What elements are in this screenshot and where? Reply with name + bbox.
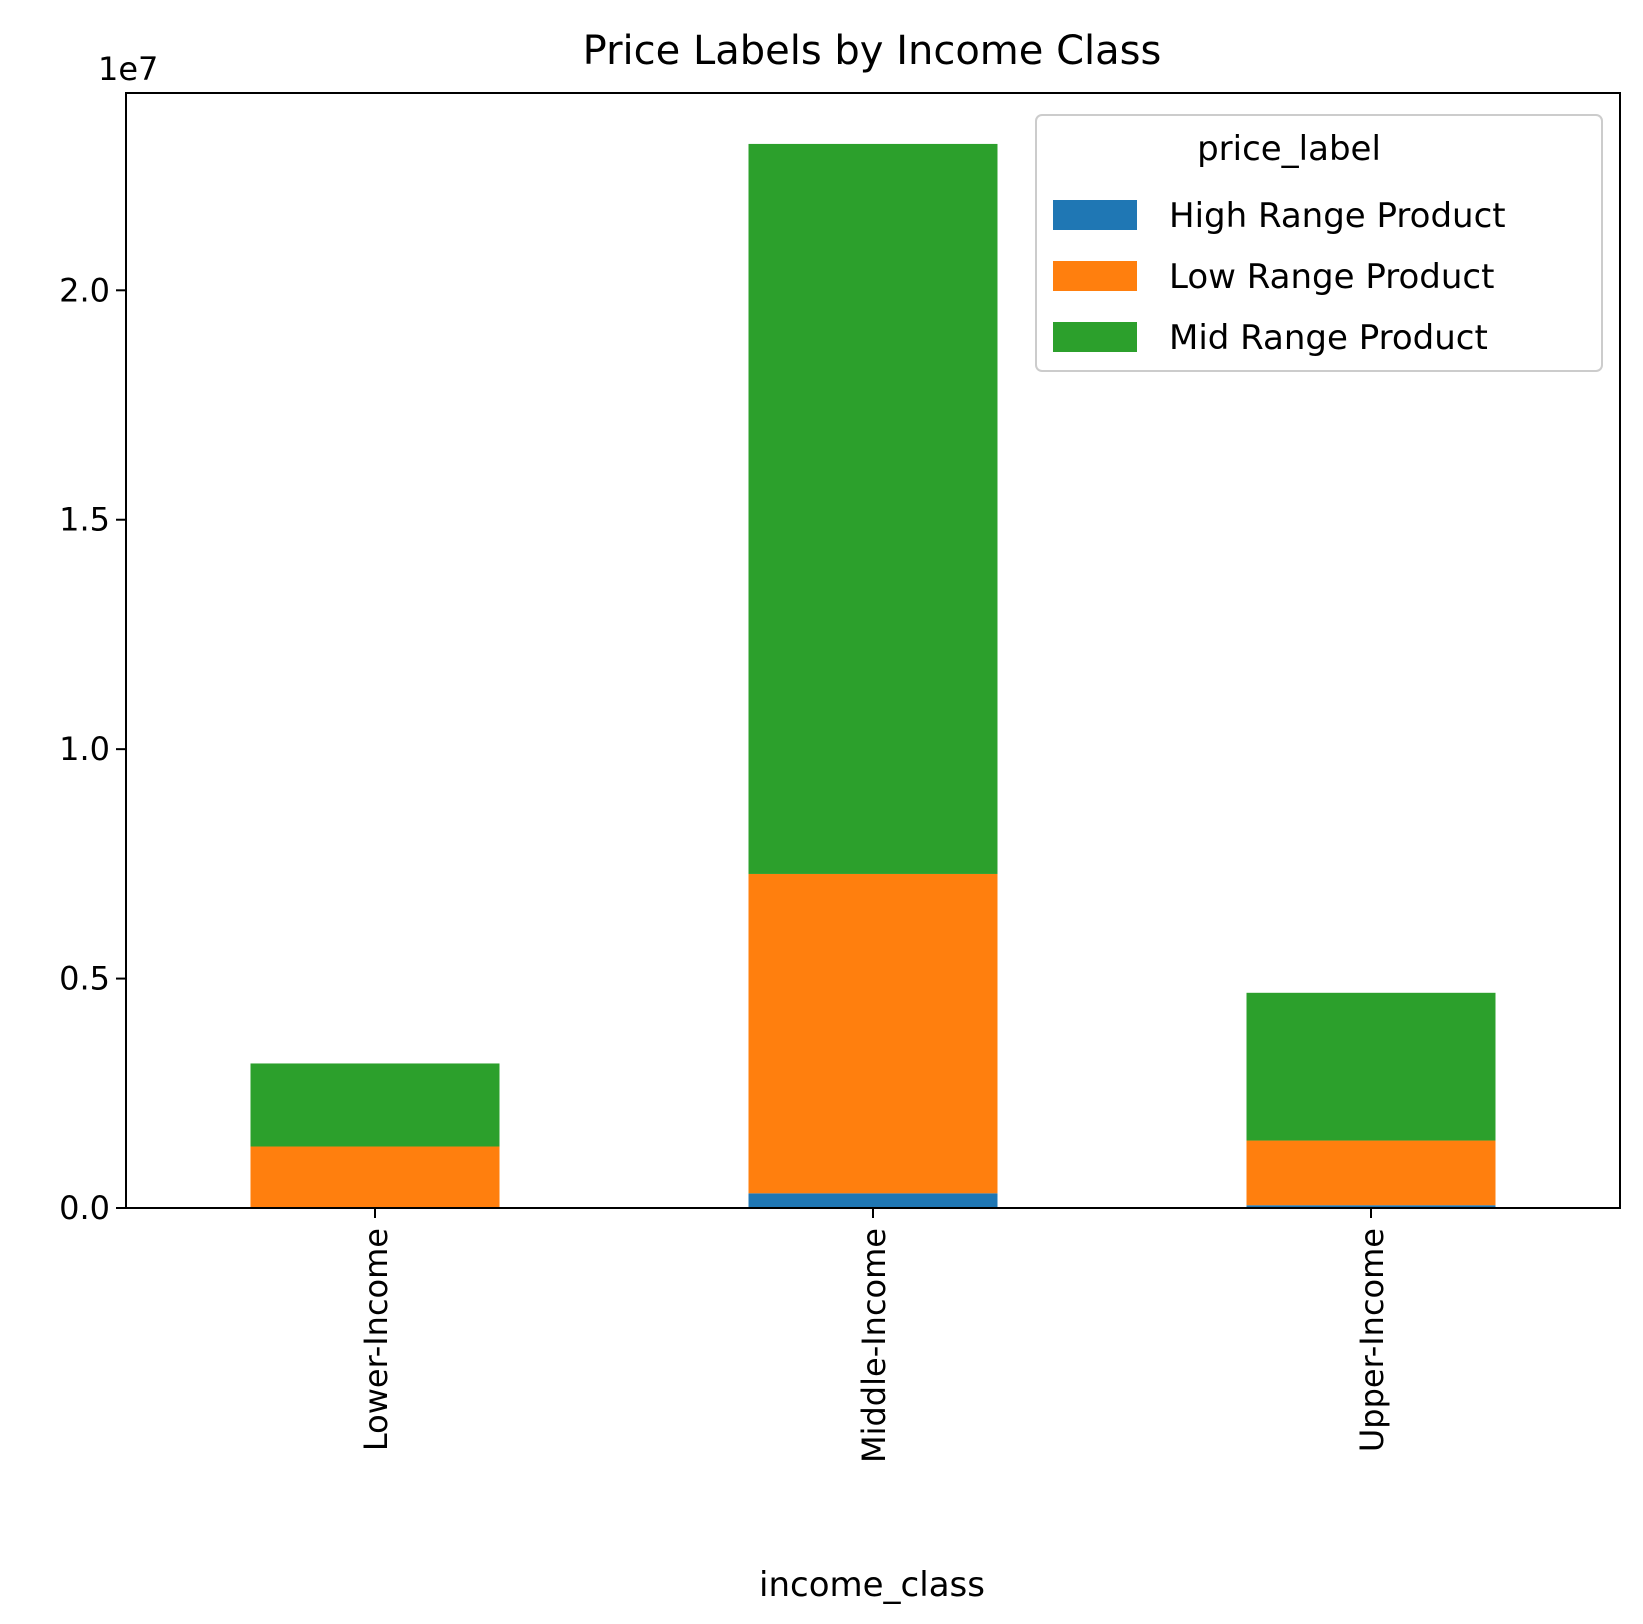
legend-label: Mid Range Product bbox=[1169, 318, 1488, 358]
x-axis-ticks: Lower-Income Middle-Income Upper-Income bbox=[357, 1208, 1391, 1463]
x-tick-label-lower-income: Lower-Income bbox=[357, 1228, 395, 1451]
y-tick-label: 1.5 bbox=[59, 501, 110, 539]
chart-title: Price Labels by Income Class bbox=[583, 28, 1162, 74]
bar-segment-upper-income-high-range-product bbox=[1246, 1205, 1496, 1208]
x-axis-label: income_class bbox=[759, 1565, 985, 1605]
legend-label: High Range Product bbox=[1169, 196, 1506, 236]
legend[interactable]: price_label High Range Product Low Range … bbox=[1035, 114, 1603, 372]
legend-label: Low Range Product bbox=[1169, 257, 1494, 297]
y-tick-label: 0.5 bbox=[59, 960, 110, 998]
y-axis-offset-text: 1e7 bbox=[98, 50, 158, 88]
y-tick-label: 2.0 bbox=[59, 271, 110, 309]
legend-items: High Range Product Low Range Product Mid R… bbox=[1053, 196, 1506, 358]
bar-segment-middle-income-mid-range-product bbox=[748, 143, 998, 874]
bar-segment-upper-income-low-range-product bbox=[1246, 1140, 1496, 1206]
legend-swatch-mid-range-product bbox=[1053, 322, 1137, 352]
bar-segment-middle-income-high-range-product bbox=[748, 1193, 998, 1208]
y-tick-label: 1.0 bbox=[59, 730, 110, 768]
x-tick-label-middle-income: Middle-Income bbox=[855, 1228, 893, 1463]
y-tick-label: 0.0 bbox=[59, 1189, 110, 1227]
bar-segment-lower-income-low-range-product bbox=[250, 1146, 500, 1208]
bar-segment-upper-income-mid-range-product bbox=[1246, 992, 1496, 1141]
bars-group bbox=[250, 143, 1496, 1208]
legend-swatch-high-range-product bbox=[1053, 200, 1137, 230]
y-axis-ticks: 0.0 0.5 1.0 1.5 2.0 bbox=[59, 271, 126, 1227]
x-tick-label-upper-income: Upper-Income bbox=[1353, 1228, 1391, 1452]
bar-segment-middle-income-low-range-product bbox=[748, 873, 998, 1194]
legend-title: price_label bbox=[1197, 129, 1381, 169]
bar-segment-lower-income-mid-range-product bbox=[250, 1063, 500, 1147]
legend-swatch-low-range-product bbox=[1053, 261, 1137, 291]
legend-frame bbox=[1035, 114, 1603, 372]
